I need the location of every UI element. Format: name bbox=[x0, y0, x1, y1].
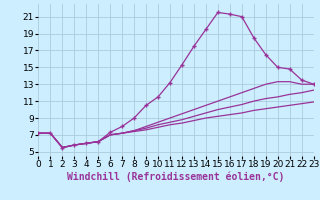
X-axis label: Windchill (Refroidissement éolien,°C): Windchill (Refroidissement éolien,°C) bbox=[67, 172, 285, 182]
